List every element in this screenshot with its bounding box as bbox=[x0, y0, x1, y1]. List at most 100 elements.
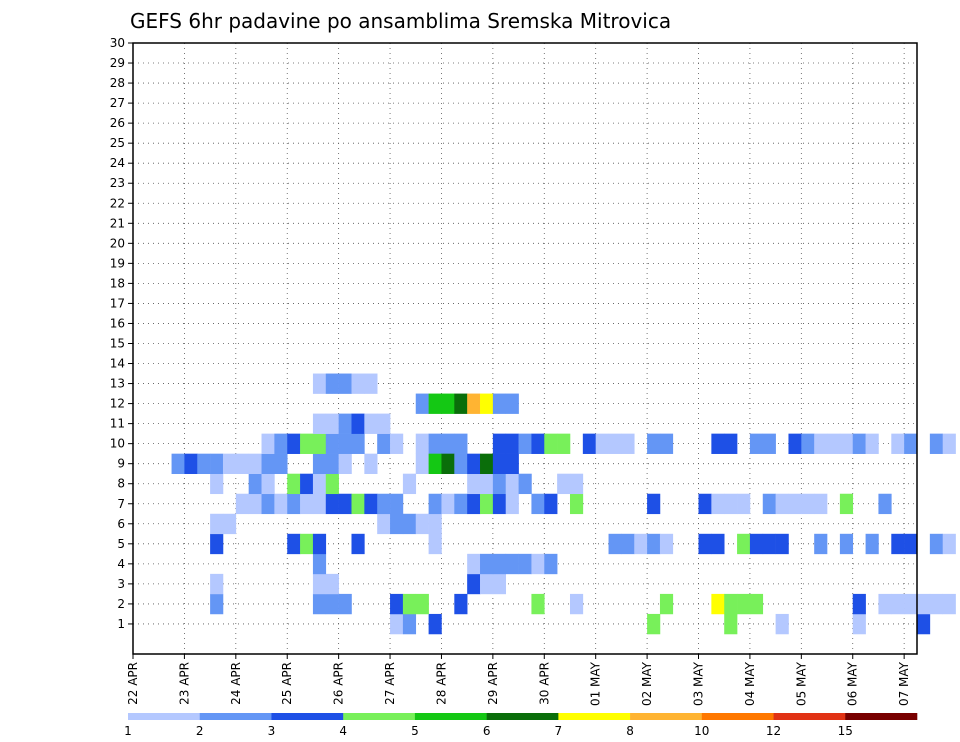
heatmap-cell bbox=[814, 533, 828, 555]
heatmap-cell bbox=[608, 433, 622, 454]
legend-swatch bbox=[343, 713, 416, 720]
heatmap-cell bbox=[647, 493, 661, 515]
heatmap-cell bbox=[775, 493, 789, 515]
heatmap-cell bbox=[312, 413, 327, 434]
heatmap-cell bbox=[878, 493, 892, 515]
heatmap-cell bbox=[210, 573, 224, 595]
heatmap-cell bbox=[569, 473, 584, 495]
heatmap-cell bbox=[428, 453, 442, 475]
heatmap-cell bbox=[377, 513, 391, 535]
heatmap-cell bbox=[338, 593, 352, 615]
heatmap-cell bbox=[210, 593, 224, 615]
legend-swatch bbox=[701, 713, 774, 720]
heatmap-cell bbox=[415, 453, 429, 475]
legend-label: 12 bbox=[766, 724, 781, 738]
y-tick-label: 28 bbox=[110, 76, 125, 90]
legend-swatch bbox=[773, 713, 846, 720]
x-tick-label: 25 APR bbox=[280, 662, 294, 705]
heatmap-cell bbox=[505, 493, 519, 515]
heatmap-cell bbox=[210, 473, 224, 495]
heatmap-cell bbox=[441, 393, 455, 414]
heatmap-cell bbox=[724, 433, 738, 454]
heatmap-cell bbox=[287, 493, 301, 515]
heatmap-cell bbox=[659, 533, 674, 555]
heatmap-cell bbox=[737, 533, 751, 555]
heatmap-cell bbox=[891, 533, 905, 555]
heatmap-cell bbox=[351, 373, 365, 394]
heatmap-cell bbox=[274, 493, 288, 515]
heatmap-cell bbox=[904, 593, 918, 615]
legend-swatch bbox=[414, 713, 487, 720]
heatmap-cell bbox=[312, 573, 327, 595]
heatmap-cell bbox=[351, 433, 365, 454]
heatmap-cell bbox=[801, 433, 815, 454]
heatmap-cell bbox=[428, 513, 442, 535]
heatmap-cell bbox=[210, 453, 224, 475]
heatmap-cell bbox=[749, 433, 764, 454]
heatmap-cell bbox=[428, 433, 442, 454]
heatmap-cell bbox=[904, 533, 918, 555]
x-tick-label: 04 MAY bbox=[743, 661, 757, 706]
heatmap-cell bbox=[287, 433, 301, 454]
heatmap-cell bbox=[480, 553, 494, 575]
heatmap-cell bbox=[788, 493, 802, 515]
heatmap-cell bbox=[569, 493, 584, 515]
heatmap-cell bbox=[210, 513, 224, 535]
heatmap-cell bbox=[569, 593, 584, 615]
heatmap-cell bbox=[839, 433, 854, 454]
x-tick-label: 03 MAY bbox=[692, 661, 706, 706]
y-tick-label: 14 bbox=[110, 357, 125, 371]
x-axis: 22 APR 23 APR 24 APR 25 APR 26 APR 27 APR 28 A… bbox=[126, 654, 911, 706]
heatmap-cell bbox=[492, 433, 507, 454]
heatmap-cell bbox=[621, 433, 635, 454]
x-tick-label: 23 APR bbox=[177, 662, 191, 705]
y-tick-label: 24 bbox=[110, 156, 125, 170]
heatmap-cell bbox=[801, 493, 815, 515]
y-tick-label: 9 bbox=[117, 457, 125, 471]
y-tick-label: 29 bbox=[110, 56, 125, 70]
x-tick-label: 02 MAY bbox=[640, 661, 654, 706]
heatmap-cell bbox=[261, 453, 275, 475]
x-tick-label: 07 MAY bbox=[897, 661, 911, 706]
grid-lines bbox=[132, 42, 917, 654]
heatmap-cell bbox=[775, 613, 789, 635]
heatmap-cell bbox=[351, 533, 365, 555]
heatmap-cell bbox=[480, 473, 494, 495]
heatmap-cell bbox=[505, 393, 519, 414]
heatmap-cell bbox=[608, 533, 622, 555]
heatmap-cell bbox=[917, 613, 931, 635]
heatmap-cell bbox=[402, 473, 417, 495]
heatmap-cell bbox=[312, 553, 327, 575]
heatmap-cell bbox=[467, 453, 481, 475]
heatmap-cell bbox=[505, 433, 519, 454]
heatmap-cell bbox=[762, 533, 776, 555]
y-tick-label: 10 bbox=[110, 437, 125, 451]
heatmap-cell bbox=[454, 453, 468, 475]
heatmap-cell bbox=[325, 593, 339, 615]
heatmap-cell bbox=[390, 513, 404, 535]
legend-swatch bbox=[486, 713, 559, 720]
heatmap-cell bbox=[814, 433, 828, 454]
heatmap-cell bbox=[557, 433, 571, 454]
heatmap-cell bbox=[377, 493, 391, 515]
y-tick-label: 8 bbox=[117, 477, 125, 491]
heatmap-cell bbox=[300, 433, 314, 454]
heatmap-cell bbox=[659, 593, 674, 615]
heatmap-cell bbox=[467, 393, 481, 414]
heatmap-cell bbox=[492, 493, 507, 515]
heatmap-cell bbox=[929, 593, 944, 615]
heatmap-cell bbox=[287, 533, 301, 555]
heatmap-cell bbox=[467, 473, 481, 495]
legend-label: 7 bbox=[555, 724, 563, 738]
heatmap-cell bbox=[338, 413, 352, 434]
y-tick-label: 5 bbox=[117, 537, 125, 551]
heatmap-cell bbox=[480, 393, 494, 414]
heatmap-cell bbox=[312, 433, 327, 454]
heatmap-cell bbox=[222, 453, 237, 475]
heatmap-cell bbox=[312, 473, 327, 495]
heatmap-cell bbox=[942, 593, 956, 615]
heatmap-cell bbox=[492, 553, 507, 575]
heatmap-cell bbox=[454, 393, 468, 414]
heatmap-cell bbox=[775, 533, 789, 555]
heatmap-cell bbox=[531, 493, 545, 515]
